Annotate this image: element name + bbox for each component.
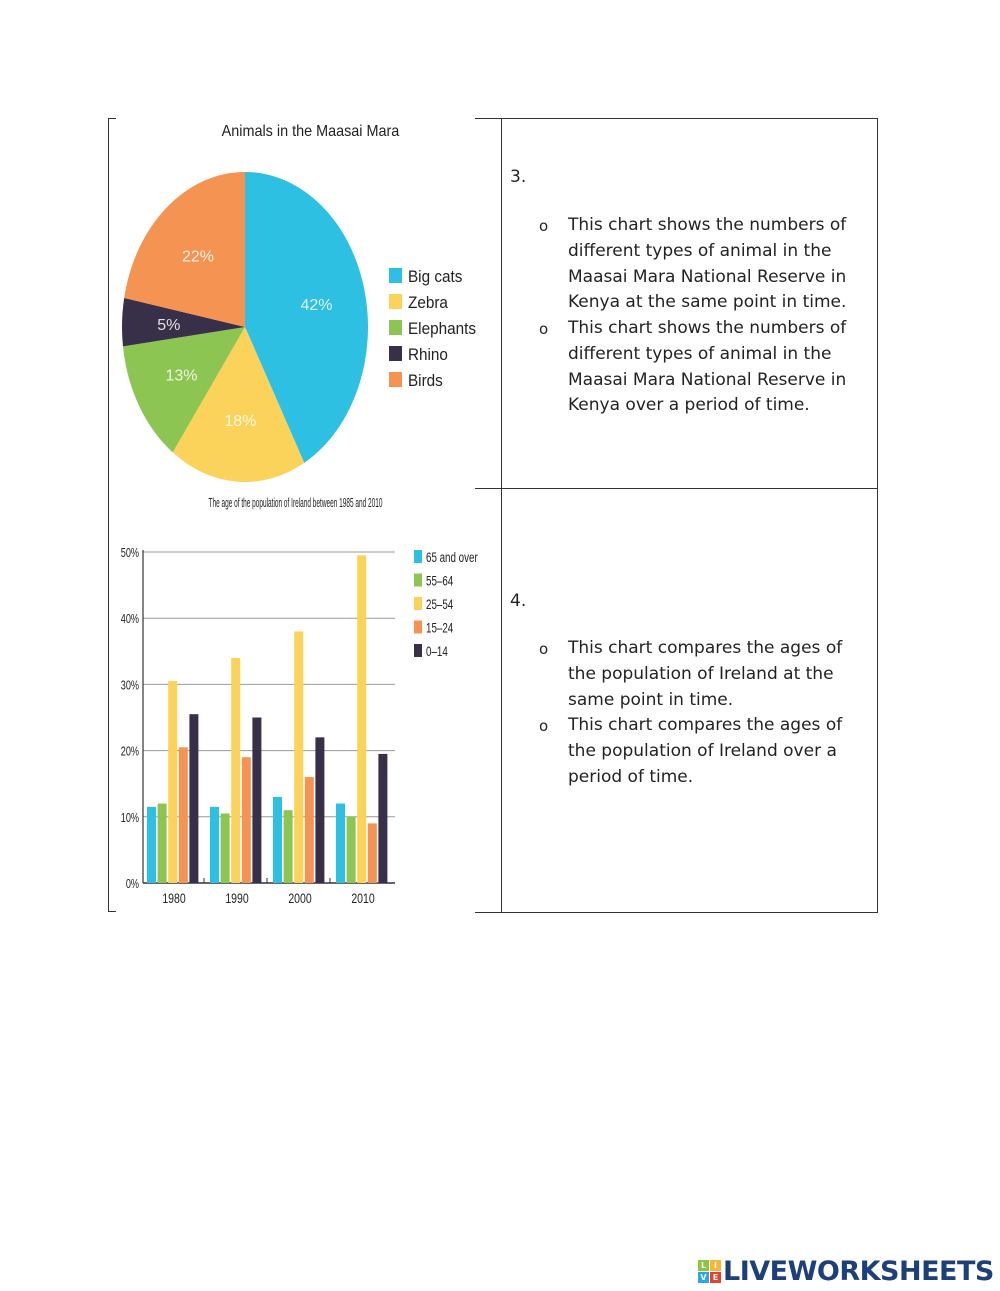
y-tick-label: 50% [121, 547, 139, 561]
answer-option[interactable]: This chart shows the numbers of differen… [568, 215, 847, 313]
legend-swatch [414, 550, 422, 563]
legend-label: Rhino [408, 345, 448, 364]
circle-bullet-icon: o [539, 717, 549, 735]
chart-title: Animals in the Maasai Mara [222, 122, 400, 140]
y-tick-label: 40% [121, 613, 139, 627]
logo-text: LIVEWORKSHEETS [723, 1256, 994, 1287]
pie-slice-zebra [172, 327, 305, 482]
bar-2000-1 [283, 810, 293, 883]
bar-1990-1 [220, 813, 230, 883]
legend-label: Big cats [408, 267, 462, 286]
legend-swatch [389, 346, 402, 361]
answer-option[interactable]: This chart compares the ages of the popu… [568, 638, 843, 710]
legend-label: 55–64 [426, 573, 453, 589]
logo-letter: E [710, 1272, 721, 1283]
legend-label: 0–14 [426, 643, 448, 659]
y-tick-label: 20% [121, 745, 139, 759]
legend-label: 25–54 [426, 596, 453, 612]
x-tick-label: 1980 [162, 891, 185, 907]
table-border-bottom [475, 912, 878, 913]
image-border-left [108, 118, 109, 488]
chart-title: The age of the population of Ireland bet… [208, 497, 382, 511]
legend-label: Elephants [408, 319, 476, 338]
legend-label: 65 and over [426, 549, 478, 565]
answer-option[interactable]: This chart shows the numbers of differen… [568, 318, 847, 416]
y-tick-label: 10% [121, 811, 139, 825]
slice-label: 42% [300, 297, 332, 314]
legend-swatch [414, 644, 422, 657]
bar-2010-0 [336, 803, 345, 883]
image-corner [108, 118, 116, 119]
pie-chart: Animals in the Maasai Mara 42% 18% 13% 5% 22%… [122, 122, 476, 482]
x-tick-label: 1990 [225, 891, 248, 907]
bar-1990-0 [210, 806, 219, 883]
bar-1980-4 [189, 714, 199, 883]
bar-2010-3 [367, 823, 377, 883]
circle-bullet-icon: o [539, 217, 549, 235]
bar-1980-2 [168, 681, 178, 883]
bar-1980-0 [147, 806, 156, 883]
pie-slice-rhino [122, 297, 245, 347]
table-column-divider [501, 118, 502, 913]
x-tick-label: 2010 [351, 891, 374, 907]
bar-1990-4 [252, 717, 262, 883]
question-number: 4. [510, 591, 527, 611]
logo-letter: V [698, 1272, 709, 1283]
table-border-right [877, 118, 878, 913]
bar-2000-0 [273, 796, 282, 883]
bar-2000-2 [294, 631, 304, 883]
y-tick-label: 30% [121, 679, 139, 693]
answer-option[interactable]: This chart compares the ages of the popu… [568, 715, 843, 787]
bar-2000-4 [315, 737, 325, 883]
pie-slice-birds [124, 172, 245, 327]
slice-label: 5% [157, 317, 180, 334]
y-tick-label: 0% [126, 878, 139, 892]
logo-letter: I [710, 1260, 721, 1271]
slice-label: 22% [182, 248, 214, 265]
legend-label: Birds [408, 371, 443, 390]
legend-swatch [389, 320, 402, 335]
slice-label: 13% [165, 367, 197, 384]
circle-bullet-icon: o [539, 320, 549, 338]
legend-swatch [389, 268, 402, 283]
slice-label: 18% [224, 413, 256, 430]
circle-bullet-icon: o [539, 640, 549, 658]
bar-1990-3 [241, 757, 251, 883]
legend-swatch [389, 294, 402, 309]
pie-slice-big-cats [245, 172, 368, 463]
x-tick-label: 2000 [288, 891, 311, 907]
legend-swatch [414, 620, 422, 634]
logo-letter: L [698, 1260, 709, 1271]
legend-label: 15–24 [426, 620, 453, 636]
legend-swatch [414, 597, 422, 610]
table-border-top [475, 118, 878, 119]
image-border-left [108, 488, 109, 912]
bar-2010-1 [346, 816, 356, 883]
bar-2000-3 [304, 777, 314, 883]
bar-1990-2 [231, 657, 241, 883]
table-row-divider [475, 488, 878, 489]
bar-1980-1 [157, 803, 167, 883]
image-corner [108, 911, 116, 912]
pie-slice-elephants [122, 327, 245, 453]
legend-label: Zebra [408, 293, 448, 312]
question-number: 3. [510, 167, 527, 187]
bar-2010-2 [357, 555, 367, 883]
legend-swatch [414, 573, 422, 587]
bar-chart: The age of the population of Ireland bet… [121, 497, 478, 907]
bar-1980-3 [178, 747, 188, 883]
bar-2010-4 [378, 753, 388, 883]
legend-swatch [389, 372, 402, 387]
